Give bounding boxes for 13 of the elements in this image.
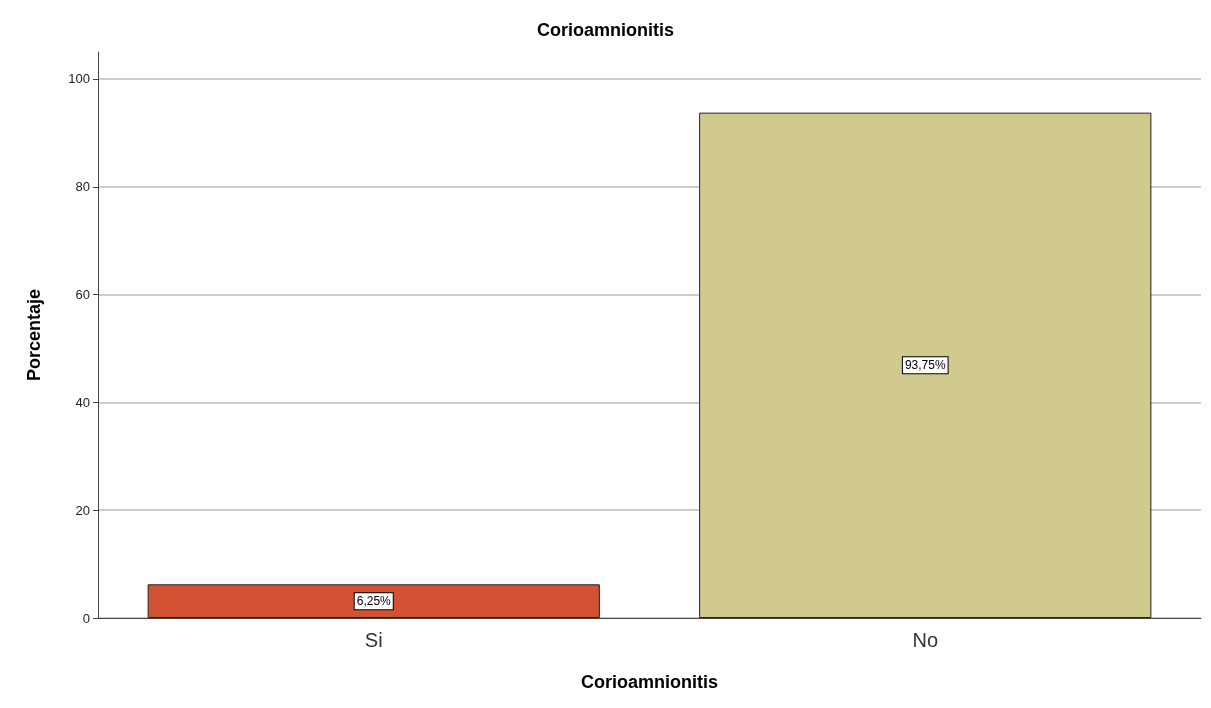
data-label: 6,25% [356,594,392,609]
y-axis-title: Porcentaje [24,288,44,382]
y-tick-label: 20 [75,502,90,518]
y-tick-label: 0 [82,610,90,626]
x-axis-title: Corioamnionitis [580,672,719,692]
y-tick-label: 100 [68,71,90,87]
x-tick-label: No [912,629,939,651]
chart-title: Corioamnionitis [536,20,675,40]
y-tick-label: 60 [75,287,90,303]
x-tick-label: Si [364,629,383,651]
y-tick-label: 80 [75,179,90,195]
y-tick-label: 40 [75,394,90,410]
data-label: 93,75% [904,358,946,373]
